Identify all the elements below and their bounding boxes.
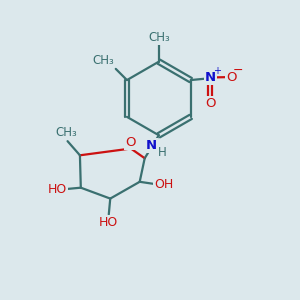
Text: CH₃: CH₃ [148, 31, 170, 44]
Text: OH: OH [154, 178, 173, 191]
Text: CH₃: CH₃ [92, 54, 114, 67]
Text: HO: HO [99, 216, 119, 229]
Text: +: + [213, 66, 220, 76]
Text: HO: HO [48, 183, 67, 196]
Text: N: N [146, 139, 157, 152]
Text: H: H [158, 146, 167, 159]
Text: O: O [226, 70, 237, 84]
Text: N: N [205, 71, 216, 84]
Text: CH₃: CH₃ [56, 126, 77, 140]
Text: O: O [205, 97, 215, 110]
Text: −: − [233, 64, 244, 77]
Text: O: O [125, 136, 136, 148]
